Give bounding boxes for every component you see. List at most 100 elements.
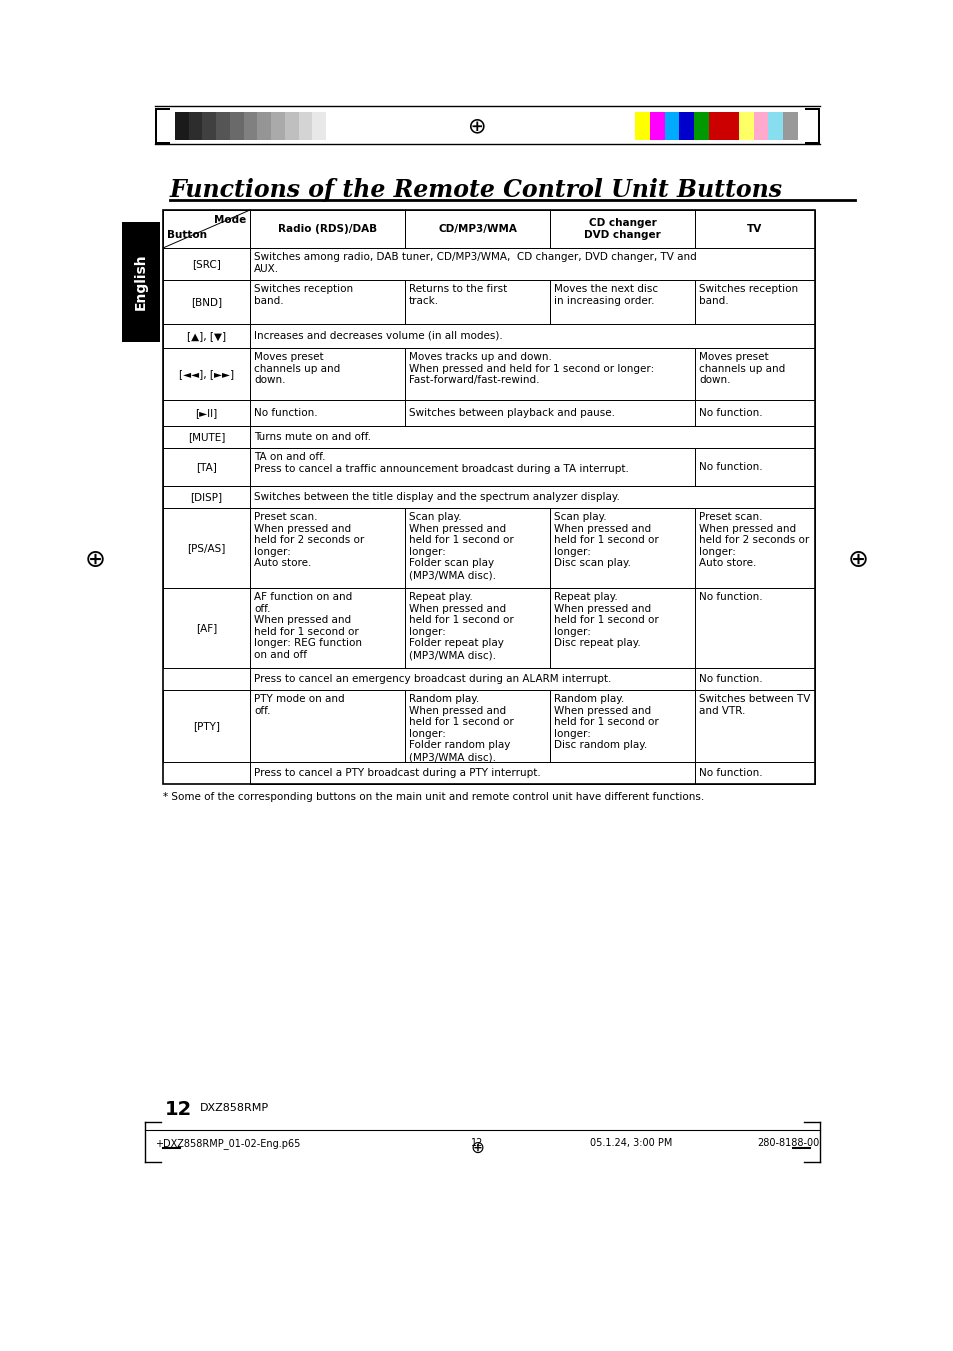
Bar (695, 449, 814, 486)
Bar (550, 209, 695, 249)
Bar (163, 486, 250, 508)
Text: 280-8188-00: 280-8188-00 (757, 1138, 820, 1148)
Bar (694, 112, 708, 141)
Bar (326, 112, 339, 141)
Bar (250, 209, 405, 249)
Text: ⊕: ⊕ (846, 549, 867, 571)
Bar (257, 112, 271, 141)
Bar (695, 400, 814, 426)
Bar (163, 324, 250, 349)
Bar (174, 112, 189, 141)
Text: 05.1.24, 3:00 PM: 05.1.24, 3:00 PM (589, 1138, 672, 1148)
Bar (550, 588, 695, 667)
Bar (649, 112, 664, 141)
Text: [DISP]: [DISP] (191, 492, 222, 503)
Bar (163, 249, 250, 280)
Bar (313, 112, 326, 141)
Text: Preset scan.
When pressed and
held for 2 seconds or
longer:
Auto store.: Preset scan. When pressed and held for 2… (253, 512, 364, 569)
Text: No function.: No function. (699, 592, 761, 603)
Text: [▲], [▼]: [▲], [▼] (187, 331, 226, 340)
Text: ⊕: ⊕ (470, 1139, 483, 1156)
Text: Switches between TV
and VTR.: Switches between TV and VTR. (699, 694, 809, 716)
Bar (250, 762, 695, 784)
Text: No function.: No function. (699, 408, 761, 417)
Bar (154, 108, 157, 145)
Bar (163, 209, 250, 249)
Text: DXZ858RMP: DXZ858RMP (200, 1102, 269, 1113)
Bar (550, 690, 695, 762)
Bar (244, 112, 257, 141)
Bar (405, 588, 550, 667)
Bar (163, 449, 250, 486)
Bar (664, 112, 679, 141)
Text: Functions of the Remote Control Unit Buttons: Functions of the Remote Control Unit But… (170, 178, 782, 203)
Bar (163, 426, 250, 449)
Bar (695, 690, 814, 762)
Bar (122, 222, 160, 342)
Bar (163, 588, 250, 667)
Text: 12: 12 (165, 1100, 193, 1119)
Bar (271, 112, 285, 141)
Bar (405, 508, 550, 588)
Bar (202, 112, 216, 141)
Bar (679, 112, 694, 141)
Text: [PS/AS]: [PS/AS] (187, 543, 226, 553)
Text: No function.: No function. (699, 674, 761, 684)
Text: Repeat play.
When pressed and
held for 1 second or
longer:
Folder repeat play
(M: Repeat play. When pressed and held for 1… (409, 592, 514, 661)
Bar (695, 667, 814, 690)
Text: [BND]: [BND] (191, 297, 222, 307)
Bar (250, 588, 405, 667)
Bar (405, 209, 550, 249)
Text: [MUTE]: [MUTE] (188, 432, 225, 442)
Bar (405, 400, 695, 426)
Bar (695, 588, 814, 667)
Bar (250, 324, 814, 349)
Bar (250, 449, 695, 486)
Bar (817, 108, 820, 145)
Text: [►II]: [►II] (195, 408, 217, 417)
Text: Radio (RDS)/DAB: Radio (RDS)/DAB (277, 224, 376, 234)
Bar (250, 508, 405, 588)
Bar (738, 112, 753, 141)
Bar (163, 349, 250, 400)
Bar (550, 280, 695, 324)
Bar (250, 400, 405, 426)
Text: [TA]: [TA] (196, 462, 216, 471)
Text: No function.: No function. (699, 767, 761, 778)
Text: [PTY]: [PTY] (193, 721, 220, 731)
Bar (695, 349, 814, 400)
Bar (695, 280, 814, 324)
Text: No function.: No function. (699, 462, 761, 471)
Bar (163, 280, 250, 324)
Text: ⊕: ⊕ (85, 549, 106, 571)
Text: Increases and decreases volume (in all modes).: Increases and decreases volume (in all m… (253, 331, 502, 340)
Text: Random play.
When pressed and
held for 1 second or
longer:
Folder random play
(M: Random play. When pressed and held for 1… (409, 694, 514, 762)
Bar (804, 108, 820, 109)
Bar (695, 508, 814, 588)
Text: TV: TV (746, 224, 761, 234)
Text: Press to cancel a PTY broadcast during a PTY interrupt.: Press to cancel a PTY broadcast during a… (253, 767, 540, 778)
Bar (250, 426, 814, 449)
Text: CD changer
DVD changer: CD changer DVD changer (583, 219, 660, 239)
Bar (285, 112, 298, 141)
Bar (405, 349, 695, 400)
Text: Returns to the first
track.: Returns to the first track. (409, 284, 507, 305)
Text: Random play.
When pressed and
held for 1 second or
longer:
Disc random play.: Random play. When pressed and held for 1… (554, 694, 659, 750)
Bar (250, 486, 814, 508)
Bar (163, 690, 250, 762)
Text: PTY mode on and
off.: PTY mode on and off. (253, 694, 344, 716)
Text: Mode: Mode (213, 215, 246, 226)
Text: Switches reception
band.: Switches reception band. (699, 284, 798, 305)
Text: CD/MP3/WMA: CD/MP3/WMA (437, 224, 517, 234)
Bar (250, 280, 405, 324)
Text: * Some of the corresponding buttons on the main unit and remote control unit hav: * Some of the corresponding buttons on t… (163, 792, 703, 802)
Text: TA on and off.
Press to cancel a traffic announcement broadcast during a TA inte: TA on and off. Press to cancel a traffic… (253, 453, 628, 474)
Bar (189, 112, 202, 141)
Text: Switches among radio, DAB tuner, CD/MP3/WMA,  CD changer, DVD changer, TV and
AU: Switches among radio, DAB tuner, CD/MP3/… (253, 253, 696, 274)
Text: Moves preset
channels up and
down.: Moves preset channels up and down. (253, 353, 340, 385)
Text: Switches between the title display and the spectrum analyzer display.: Switches between the title display and t… (253, 492, 619, 503)
Text: ⊕: ⊕ (467, 116, 486, 136)
Bar (723, 112, 738, 141)
Text: Scan play.
When pressed and
held for 1 second or
longer:
Folder scan play
(MP3/W: Scan play. When pressed and held for 1 s… (409, 512, 514, 580)
Text: Button: Button (167, 230, 207, 240)
